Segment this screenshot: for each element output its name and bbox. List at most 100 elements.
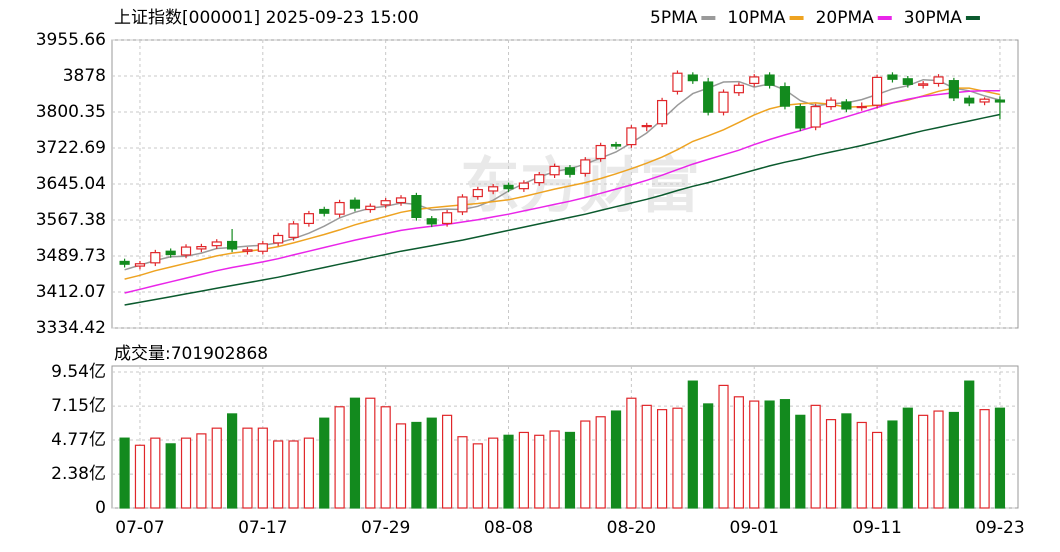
candle-body (457, 196, 468, 213)
volume-bar (150, 437, 161, 509)
volume-bar (841, 413, 852, 509)
volume-bar (534, 434, 545, 509)
volume-bar (795, 414, 806, 509)
candle-body (918, 83, 929, 86)
candle-body (165, 250, 176, 256)
candle-body (472, 188, 483, 198)
candle-body (334, 201, 345, 215)
candle-body (288, 223, 299, 238)
volume-bar (288, 440, 299, 509)
volume-bar (518, 431, 529, 509)
x-tick-label: 07-07 (115, 518, 164, 538)
legend-label: 20PMA (816, 8, 875, 28)
candle-body (871, 76, 883, 106)
volume-bar (395, 423, 407, 509)
volume-bar (472, 443, 483, 509)
candle-body (795, 105, 806, 129)
volume-bar (349, 397, 361, 509)
ma-line (124, 113, 1001, 306)
legend-label: 5PMA (650, 8, 698, 28)
candle-body (242, 249, 253, 252)
volume-bar (994, 407, 1006, 509)
volume-bar (918, 414, 929, 509)
candle-body (749, 76, 760, 85)
volume-bar (119, 437, 130, 509)
volume-bar (242, 427, 253, 509)
candle-body (441, 212, 453, 225)
x-tick-label: 07-29 (361, 518, 410, 538)
volume-bar (887, 420, 898, 509)
candle-body (119, 260, 130, 265)
candle-body (779, 86, 791, 107)
volume-bar (564, 431, 576, 509)
candle-body (411, 195, 422, 218)
x-tick-label: 07-17 (238, 518, 287, 538)
candle-body (656, 99, 668, 125)
volume-bar (902, 407, 913, 509)
legend-swatch (965, 16, 980, 20)
volume-bar (211, 427, 222, 509)
candle-body (349, 199, 361, 209)
candle-body (564, 167, 576, 175)
ma-line (124, 90, 1000, 294)
volume-bar (979, 409, 990, 509)
candle-body (703, 81, 714, 113)
candle-body (303, 213, 314, 225)
volume-bar (610, 410, 622, 509)
volume-bar (165, 443, 176, 509)
watermark: 东方财富 (460, 152, 700, 222)
candle-body (887, 74, 898, 80)
volume-bar (580, 420, 591, 509)
candle-body (534, 174, 545, 184)
candle-body (902, 78, 913, 85)
candle-body (257, 243, 268, 252)
volume-bar (656, 409, 668, 509)
candle-body (395, 197, 407, 204)
volume-bar (779, 399, 791, 509)
volume-bar (871, 431, 883, 509)
y-tick-label: 7.15亿 (51, 396, 106, 416)
chart-title: 上证指数[000001] 2025-09-23 15:00 (114, 8, 419, 28)
volume-bar (626, 397, 637, 509)
legend-swatch (789, 16, 804, 20)
x-tick-label: 08-20 (607, 518, 656, 538)
y-tick-label: 3878 (63, 66, 106, 86)
y-tick-label: 3800.35 (36, 102, 106, 122)
candle-body (549, 165, 560, 176)
candle-body (150, 252, 161, 264)
candle-body (733, 84, 744, 94)
legend-swatch (701, 16, 716, 20)
candle-body (825, 99, 837, 108)
volume-bar (257, 427, 268, 509)
candle-body (196, 246, 207, 250)
ma-line (124, 78, 1001, 271)
volume-bar (825, 419, 837, 509)
legend-swatch (877, 16, 892, 20)
candle-body (626, 127, 637, 146)
candle-body (180, 246, 192, 256)
y-tick-label: 2.38亿 (51, 464, 106, 484)
y-tick-label: 3567.38 (36, 210, 106, 230)
candle-body (365, 205, 376, 211)
y-tick-label: 4.77亿 (51, 430, 106, 450)
y-tick-label: 3645.04 (36, 174, 106, 194)
volume-bar (334, 406, 345, 509)
volume-bar (856, 421, 867, 509)
legend-label: 10PMA (727, 8, 786, 28)
y-tick-label: 3334.42 (36, 318, 106, 338)
candle-body (610, 144, 622, 147)
candle-body (718, 91, 729, 113)
candle-body (503, 184, 514, 190)
volume-bar (718, 384, 729, 509)
volume-bar (196, 433, 207, 509)
volume-bar (749, 400, 760, 509)
volume-bar (549, 430, 560, 509)
x-tick-label: 08-08 (484, 518, 533, 538)
volume-title: 成交量:701902868 (114, 344, 268, 364)
candle-body (994, 99, 1006, 103)
candle-body (380, 200, 391, 206)
volume-bar (948, 411, 959, 509)
volume-bar (703, 403, 714, 509)
candle-body (687, 74, 698, 82)
candle-body (641, 125, 652, 128)
